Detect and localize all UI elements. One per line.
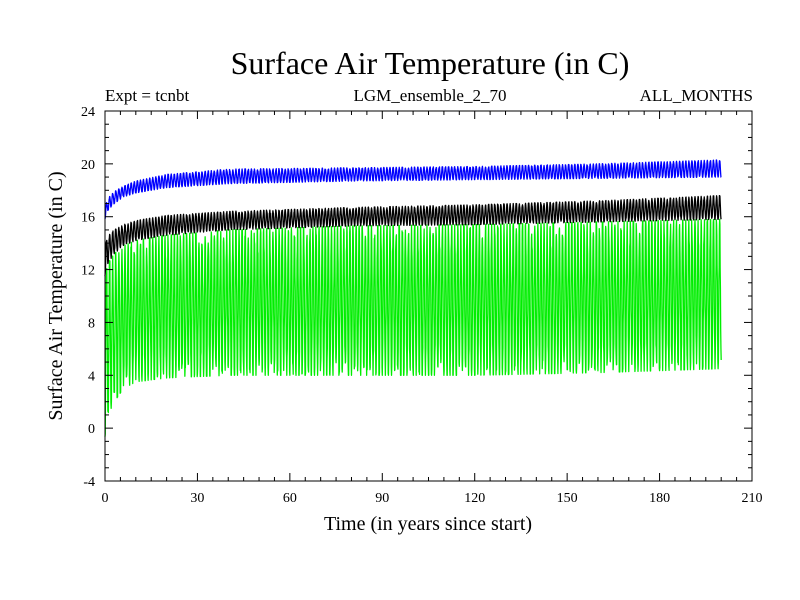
y-tick-label: 8 xyxy=(88,316,95,331)
y-tick-label: 0 xyxy=(88,422,95,437)
x-axis-label: Time (in years since start) xyxy=(324,513,532,535)
x-tick-label: 90 xyxy=(375,491,389,506)
series-line-3 xyxy=(104,159,722,219)
series-line-1 xyxy=(104,218,722,437)
x-tick-label: 120 xyxy=(464,491,485,506)
x-tick-label: 30 xyxy=(190,491,204,506)
x-tick-label: 150 xyxy=(557,491,578,506)
series-line-2 xyxy=(104,194,722,277)
axis-tick-labels: 0 30 60 90 120 150 180 210 -4 0 4 8 12 16 20 24 xyxy=(81,105,763,506)
y-tick-label: 20 xyxy=(81,158,95,173)
subtitle-months: ALL_MONTHS xyxy=(640,86,753,105)
chart-title: Surface Air Temperature (in C) xyxy=(231,45,630,81)
axis-ticks xyxy=(104,110,753,482)
y-tick-label: 24 xyxy=(81,105,95,120)
x-tick-label: 60 xyxy=(283,491,297,506)
y-tick-label: -4 xyxy=(83,475,95,490)
plot-series xyxy=(104,159,722,437)
x-tick-label: 0 xyxy=(102,491,109,506)
x-tick-label: 210 xyxy=(742,491,763,506)
subtitle-experiment: Expt = tcnbt xyxy=(105,86,189,105)
y-tick-label: 16 xyxy=(81,211,95,226)
subtitle-ensemble: LGM_ensemble_2_70 xyxy=(354,86,507,105)
y-tick-label: 4 xyxy=(88,369,95,384)
y-axis-label: Surface Air Temperature (in C) xyxy=(45,171,67,420)
y-tick-label: 12 xyxy=(81,264,95,279)
x-tick-label: 180 xyxy=(649,491,670,506)
